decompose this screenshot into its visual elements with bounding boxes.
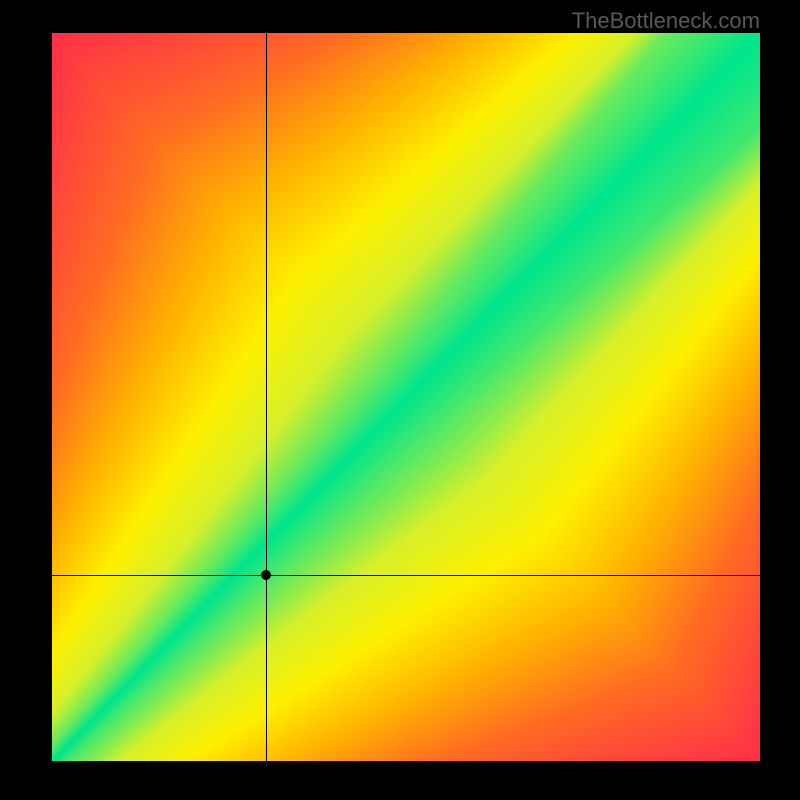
watermark-text: TheBottleneck.com (572, 8, 760, 34)
plot-area (52, 33, 760, 761)
heatmap-canvas (52, 33, 760, 761)
marker-dot (261, 570, 271, 580)
crosshair-horizontal (52, 575, 760, 576)
crosshair-vertical (266, 33, 267, 761)
